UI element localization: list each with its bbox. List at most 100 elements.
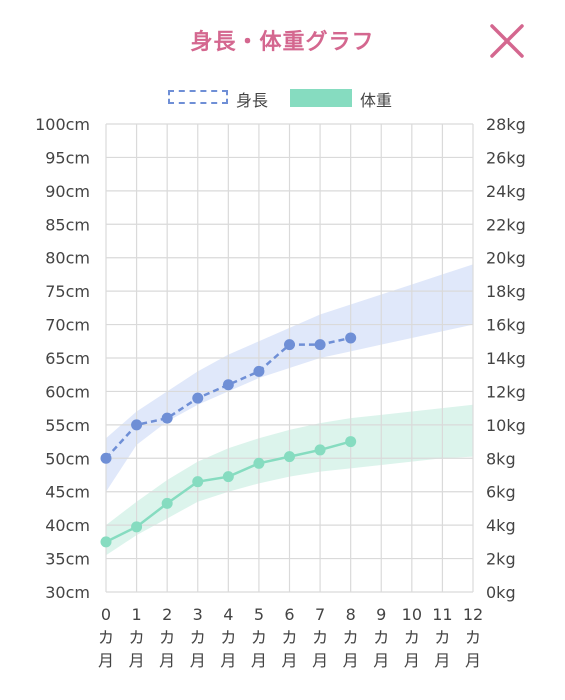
- x-axis-tick-number: 7: [315, 605, 325, 624]
- x-axis-tick-unit1: カ: [465, 628, 481, 647]
- x-axis-tick-unit1: カ: [281, 628, 297, 647]
- x-axis-tick-unit1: カ: [373, 628, 389, 647]
- x-axis-tick-unit1: カ: [159, 628, 175, 647]
- header: 身長・体重グラフ: [0, 0, 565, 80]
- height-data-point[interactable]: [284, 339, 295, 351]
- x-axis-tick-unit1: カ: [312, 628, 328, 647]
- left-axis-tick-label: 70cm: [45, 316, 90, 335]
- x-axis-tick-number: 1: [131, 605, 141, 624]
- right-axis-tick-label: 12kg: [486, 382, 526, 401]
- x-axis-tick-unit1: カ: [190, 628, 206, 647]
- legend: 身長 体重: [0, 86, 565, 112]
- x-axis-tick-unit2: 月: [281, 651, 297, 670]
- x-axis-tick-unit2: 月: [373, 651, 389, 670]
- x-axis-tick-unit2: 月: [220, 651, 236, 670]
- weight-data-point[interactable]: [161, 497, 173, 509]
- height-data-point[interactable]: [222, 379, 234, 391]
- right-axis-tick-label: 20kg: [486, 249, 526, 268]
- x-axis-tick-unit1: カ: [251, 628, 267, 647]
- left-axis-tick-label: 95cm: [45, 148, 90, 167]
- x-axis-tick-number: 12: [463, 605, 483, 624]
- left-axis-tick-label: 50cm: [45, 449, 90, 468]
- height-data-point[interactable]: [131, 419, 143, 431]
- weight-legend-label: 体重: [360, 91, 393, 110]
- x-axis-tick-unit1: カ: [434, 628, 450, 647]
- x-axis-tick-number: 4: [223, 605, 233, 624]
- x-axis-tick-unit2: 月: [404, 651, 420, 670]
- x-axis-tick-unit2: 月: [98, 651, 114, 670]
- right-axis-tick-label: 0kg: [486, 583, 516, 602]
- right-axis-tick-label: 4kg: [486, 516, 516, 535]
- left-axis-tick-label: 45cm: [45, 483, 90, 502]
- height-legend-label: 身長: [236, 91, 269, 110]
- right-axis-tick-label: 18kg: [486, 282, 526, 301]
- height-legend-swatch: [168, 90, 228, 104]
- left-axis-tick-label: 35cm: [45, 550, 90, 569]
- weight-data-point[interactable]: [222, 471, 234, 483]
- left-axis-tick-label: 60cm: [45, 382, 90, 401]
- x-axis-tick-unit2: 月: [312, 651, 328, 670]
- x-axis-tick-unit2: 月: [434, 651, 450, 670]
- left-axis-tick-label: 55cm: [45, 416, 90, 435]
- chart-grid: [105, 123, 474, 593]
- left-axis-tick-label: 75cm: [45, 282, 90, 301]
- right-axis-tick-label: 16kg: [486, 316, 526, 335]
- x-axis-tick-unit2: 月: [465, 651, 481, 670]
- right-axis-tick-label: 14kg: [486, 349, 526, 368]
- weight-legend-swatch: [290, 89, 352, 107]
- weight-data-point[interactable]: [345, 436, 357, 448]
- growth-chart: 30cm 35cm 40cm 45cm 50cm 55cm 60cm 65cm 70cm 75cm…: [35, 115, 526, 670]
- height-data-point[interactable]: [161, 412, 173, 424]
- right-axis-ticks: 0kg 2kg 4kg 6kg 8kg 10kg 12kg 14kg 16kg 18kg 20kg 2…: [486, 115, 526, 602]
- left-axis-tick-label: 30cm: [45, 583, 90, 602]
- right-axis-tick-label: 8kg: [486, 449, 516, 468]
- x-axis-tick-unit2: 月: [159, 651, 175, 670]
- height-data-point[interactable]: [192, 392, 204, 404]
- right-axis-tick-label: 24kg: [486, 182, 526, 201]
- x-axis-tick-unit2: 月: [129, 651, 145, 670]
- right-axis-tick-label: 22kg: [486, 215, 526, 234]
- chart-series: [100, 332, 357, 548]
- right-axis-tick-label: 2kg: [486, 550, 516, 569]
- x-axis-tick-unit1: カ: [343, 628, 359, 647]
- left-axis-tick-label: 85cm: [45, 215, 90, 234]
- x-axis-tick-unit2: 月: [251, 651, 267, 670]
- height-data-point[interactable]: [345, 332, 357, 344]
- left-axis-tick-label: 80cm: [45, 249, 90, 268]
- weight-data-point[interactable]: [192, 476, 204, 488]
- x-axis-tick-number: 3: [193, 605, 203, 624]
- right-axis-tick-label: 26kg: [486, 148, 526, 167]
- x-axis-tick-unit2: 月: [190, 651, 206, 670]
- x-axis-tick-number: 5: [254, 605, 264, 624]
- x-axis-tick-number: 0: [101, 605, 111, 624]
- weight-data-point[interactable]: [100, 536, 112, 548]
- close-icon[interactable]: [487, 21, 527, 61]
- x-axis-tick-unit1: カ: [220, 628, 236, 647]
- left-axis-tick-label: 100cm: [35, 115, 90, 134]
- weight-data-point[interactable]: [253, 457, 265, 469]
- x-axis-tick-unit2: 月: [343, 651, 359, 670]
- x-axis-tick-number: 6: [284, 605, 294, 624]
- x-axis-tick-number: 8: [346, 605, 356, 624]
- page-title: 身長・体重グラフ: [190, 30, 375, 55]
- height-series-line: [105, 336, 351, 460]
- left-axis-tick-label: 90cm: [45, 182, 90, 201]
- right-axis-tick-label: 6kg: [486, 483, 516, 502]
- x-axis-tick-unit1: カ: [129, 628, 145, 647]
- x-axis-ticks: 0カ月1カ月2カ月3カ月4カ月5カ月6カ月7カ月8カ月9カ月10カ月11カ月12…: [98, 605, 483, 670]
- left-axis-tick-label: 40cm: [45, 516, 90, 535]
- right-axis-tick-label: 28kg: [486, 115, 526, 134]
- x-axis-tick-unit1: カ: [404, 628, 420, 647]
- weight-data-point[interactable]: [314, 444, 326, 456]
- height-data-point[interactable]: [100, 452, 112, 464]
- weight-data-point[interactable]: [284, 451, 295, 463]
- right-axis-tick-label: 10kg: [486, 416, 526, 435]
- x-axis-tick-number: 2: [162, 605, 172, 624]
- x-axis-tick-number: 10: [402, 605, 422, 624]
- height-data-point[interactable]: [253, 365, 265, 377]
- x-axis-tick-unit1: カ: [98, 628, 114, 647]
- weight-data-point[interactable]: [131, 521, 143, 533]
- height-data-point[interactable]: [314, 339, 326, 351]
- left-axis-ticks: 30cm 35cm 40cm 45cm 50cm 55cm 60cm 65cm 70cm 75cm…: [35, 115, 90, 602]
- x-axis-tick-number: 9: [376, 605, 386, 624]
